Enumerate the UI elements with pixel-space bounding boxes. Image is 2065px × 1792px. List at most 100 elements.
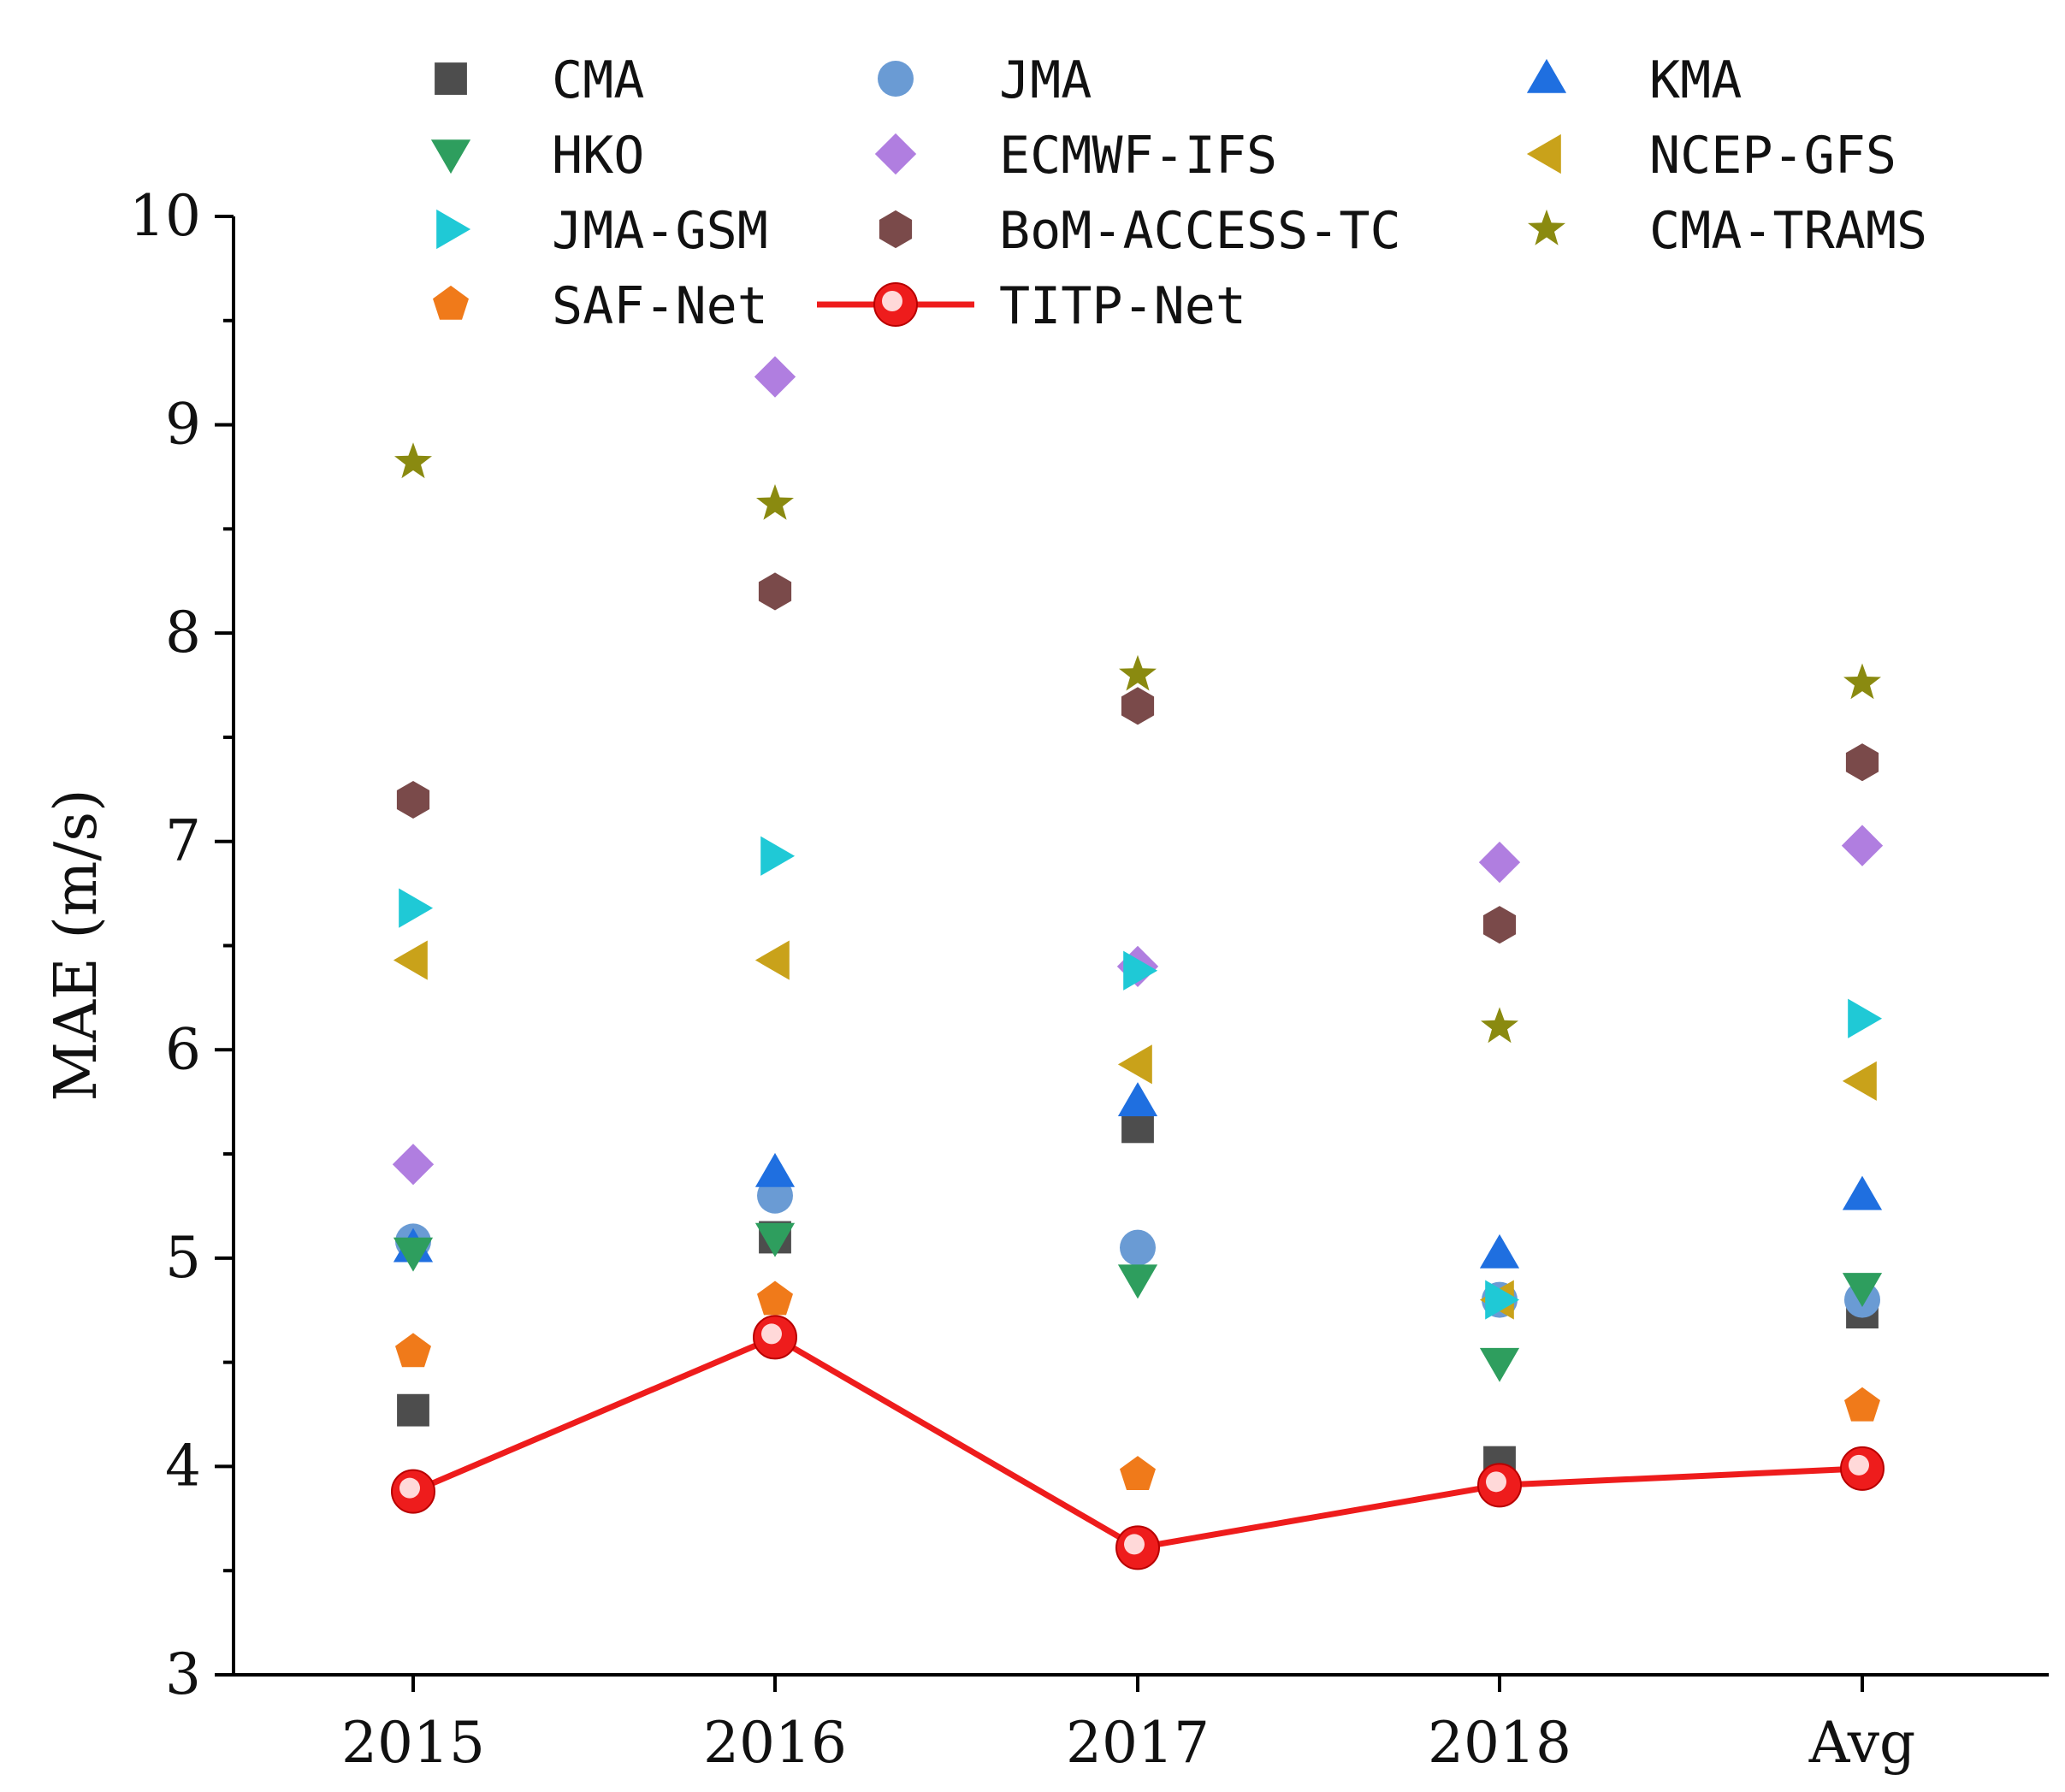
hko-point-2018 — [1479, 1347, 1520, 1382]
y-tick-label: 6 — [165, 1016, 201, 1082]
legend-marker-jma — [878, 61, 914, 97]
titp-net-point-2018-highlight — [1486, 1471, 1506, 1493]
titp-net-point-2017 — [1115, 1525, 1160, 1570]
legend-item-cma-trams: CMA-TRAMS — [1528, 201, 1927, 261]
series-jma-gsm — [399, 836, 1883, 1320]
titp-net-point-avg-highlight — [1849, 1454, 1869, 1476]
titp-net-point-2016-highlight — [761, 1323, 782, 1345]
legend-item-jma-gsm: JMA-GSM — [436, 201, 768, 261]
jma-gsm-point-2018 — [1485, 1280, 1520, 1320]
y-tick-label: 10 — [129, 183, 201, 249]
y-tick-label: 9 — [165, 392, 201, 458]
legend-marker-hko — [430, 139, 471, 174]
x-ticks: 2015 2016 2017 2018 Avg — [341, 1675, 1915, 1776]
legend-label: CMA — [552, 50, 644, 110]
series-ncep-gfs — [393, 940, 1877, 1320]
legend-label: NCEP-GFS — [1649, 126, 1896, 186]
cma-point-2015 — [397, 1393, 429, 1427]
legend-label: JMA-GSM — [552, 201, 768, 261]
legend-marker-ncep-gfs — [1526, 133, 1561, 174]
legend-label: ECMWF-IFS — [999, 126, 1277, 186]
titp-net-point-2016 — [753, 1315, 797, 1360]
jma-gsm-point-2016 — [760, 836, 796, 876]
legend-marker-titp-net — [873, 282, 918, 327]
legend-marker-jma-gsm — [436, 209, 471, 250]
jma-point-2017 — [1120, 1229, 1156, 1266]
y-tick-label: 5 — [165, 1225, 201, 1291]
titp-net-point-avg — [1840, 1446, 1885, 1491]
series-hko — [393, 1222, 1883, 1382]
y-tick-label: 7 — [165, 808, 201, 874]
ncep-gfs-point-2016 — [754, 940, 790, 980]
kma-point-2017 — [1117, 1082, 1158, 1116]
bom-access-tc-point-avg — [1845, 743, 1879, 782]
series-cma-trams — [394, 442, 1881, 1044]
jma-gsm-point-avg — [1848, 998, 1883, 1038]
bom-access-tc-point-2017 — [1121, 687, 1155, 725]
cma-trams-point-2015 — [394, 442, 432, 479]
legend: CMA JMA KMA HKO ECMWF-IFS NCEP-GFS JMA-GSM BoM-… — [430, 50, 1927, 336]
cma-trams-point-2016 — [756, 484, 794, 520]
kma-point-2016 — [754, 1152, 796, 1187]
hko-point-2017 — [1117, 1264, 1158, 1299]
jma-gsm-point-2015 — [399, 888, 434, 928]
ecmwf-ifs-point-2015 — [392, 1144, 435, 1186]
cma-trams-point-avg — [1843, 663, 1881, 700]
saf-net-point-avg — [1844, 1387, 1880, 1422]
legend-label: HKO — [552, 126, 644, 186]
ecmwf-ifs-point-avg — [1841, 825, 1884, 866]
legend-marker-kma — [1526, 58, 1567, 93]
hko-point-2016 — [754, 1222, 796, 1257]
legend-label: JMA — [999, 50, 1092, 110]
legend-item-ncep-gfs: NCEP-GFS — [1526, 126, 1896, 186]
legend-item-saf-net: SAF-Net — [433, 276, 768, 336]
legend-label: SAF-Net — [552, 276, 768, 336]
y-ticks: 3 4 5 6 7 8 9 10 — [129, 183, 234, 1707]
ecmwf-ifs-point-2018 — [1478, 841, 1521, 884]
jma-gsm-point-2017 — [1123, 950, 1158, 991]
x-tick-label: Avg — [1808, 1710, 1916, 1776]
legend-marker-bom-access-tc — [879, 210, 913, 249]
x-tick-label: 2015 — [341, 1710, 485, 1776]
axes — [232, 216, 2049, 1677]
legend-label: BoM-ACCESS-TC — [999, 201, 1401, 261]
titp-net-polyline — [411, 1334, 1863, 1551]
y-tick-label: 3 — [165, 1641, 201, 1707]
titp-net-line — [411, 1334, 1863, 1551]
ncep-gfs-point-2017 — [1117, 1044, 1152, 1085]
ncep-gfs-point-avg — [1842, 1061, 1877, 1101]
cma-trams-point-2018 — [1481, 1007, 1518, 1044]
series-saf-net — [395, 1280, 1880, 1490]
saf-net-point-2016 — [757, 1280, 793, 1316]
legend-label: KMA — [1649, 50, 1742, 110]
legend-marker-cma-trams — [1528, 209, 1565, 245]
bom-access-tc-point-2018 — [1482, 906, 1517, 944]
titp-net-point-2018 — [1477, 1463, 1522, 1508]
legend-item-titp-net: TITP-Net — [817, 276, 1246, 336]
bom-access-tc-point-2015 — [396, 781, 430, 819]
legend-marker-ecmwf-ifs — [874, 133, 917, 175]
kma-point-2018 — [1479, 1233, 1520, 1269]
x-tick-label: 2017 — [1066, 1710, 1210, 1776]
titp-net-point-2015-highlight — [399, 1477, 420, 1499]
legend-item-jma: JMA — [878, 50, 1092, 110]
legend-item-hko: HKO — [430, 126, 644, 186]
x-tick-label: 2016 — [703, 1710, 847, 1776]
hko-point-2015 — [393, 1237, 434, 1272]
ncep-gfs-point-2015 — [393, 940, 428, 980]
saf-net-point-2015 — [395, 1333, 431, 1368]
legend-item-cma: CMA — [435, 50, 644, 110]
legend-label: TITP-Net — [999, 276, 1246, 336]
legend-marker-titp-net-highlight — [882, 291, 902, 311]
y-tick-label: 4 — [165, 1433, 201, 1499]
legend-marker-cma — [435, 62, 467, 95]
data-points — [391, 356, 1885, 1570]
series-titp-net — [391, 1315, 1885, 1570]
legend-label: CMA-TRAMS — [1649, 201, 1927, 261]
y-tick-label: 8 — [165, 600, 201, 665]
ecmwf-ifs-point-2016 — [754, 356, 796, 398]
kma-point-avg — [1842, 1175, 1883, 1210]
cma-trams-point-2017 — [1119, 654, 1157, 691]
bom-access-tc-point-2016 — [758, 572, 792, 611]
